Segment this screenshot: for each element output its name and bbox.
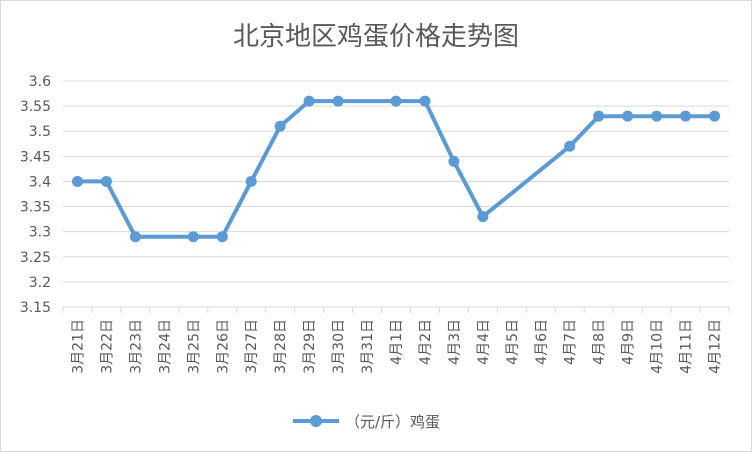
- gridlines: [63, 80, 729, 308]
- x-tick-label: 4月2日: [418, 319, 434, 365]
- x-tick-label: 3月27日: [244, 319, 260, 374]
- series-line: [77, 99, 715, 239]
- x-tick-label: 4月5日: [505, 319, 521, 365]
- series-line-layer: [71, 95, 721, 243]
- data-point: [622, 110, 634, 122]
- data-point: [593, 110, 605, 122]
- x-tick-label: 3月21日: [70, 319, 86, 374]
- y-tick-label: 3.3: [29, 225, 51, 241]
- x-tick-label: 4月10日: [650, 319, 666, 374]
- x-tick-label: 3月31日: [360, 319, 376, 374]
- x-tick-label: 3月30日: [331, 319, 347, 374]
- x-tick-label: 3月23日: [128, 319, 144, 374]
- data-point: [390, 95, 402, 107]
- x-tick-label: 4月7日: [563, 319, 579, 365]
- data-point: [709, 110, 721, 122]
- legend-label: （元/斤）鸡蛋: [345, 413, 440, 431]
- x-tick-label: 3月28日: [273, 319, 289, 374]
- y-tick-label: 3.4: [29, 174, 51, 190]
- y-tick-label: 3.25: [20, 250, 51, 266]
- x-tick-label: 4月8日: [592, 319, 608, 365]
- x-tick-label: 4月11日: [679, 319, 695, 374]
- data-point: [245, 175, 257, 187]
- data-point: [332, 95, 344, 107]
- x-tick-label: 4月1日: [389, 319, 405, 365]
- x-axis-ticks: 3月21日 3月22日 3月23日 3月24日 3月25日 3月26日 3月27日 3月28日…: [62, 307, 730, 374]
- data-point: [680, 110, 692, 122]
- x-tick-label: 3月25日: [186, 319, 202, 374]
- x-tick-label: 3月22日: [99, 319, 115, 374]
- legend: （元/斤）鸡蛋: [293, 413, 440, 431]
- legend-marker: [310, 415, 322, 427]
- data-point: [216, 231, 228, 243]
- x-tick-label: 3月29日: [302, 319, 318, 374]
- y-tick-label: 3.35: [20, 200, 51, 216]
- data-point: [564, 140, 576, 152]
- y-tick-label: 3.45: [20, 149, 51, 165]
- data-point: [274, 120, 286, 132]
- data-point: [187, 231, 199, 243]
- x-tick-label: 4月6日: [534, 319, 550, 365]
- y-tick-label: 3.2: [29, 275, 51, 291]
- y-tick-label: 3.15: [20, 300, 51, 316]
- x-tick-label: 4月12日: [708, 319, 724, 374]
- x-tick-label: 4月4日: [476, 319, 492, 365]
- data-point: [303, 95, 315, 107]
- data-point: [129, 231, 141, 243]
- x-tick-label: 4月3日: [447, 319, 463, 365]
- y-tick-label: 3.5: [29, 124, 51, 140]
- data-point: [100, 175, 112, 187]
- x-tick-label: 3月26日: [215, 319, 231, 374]
- x-tick-label: 3月24日: [157, 319, 173, 374]
- x-tick-label: 4月9日: [621, 319, 637, 365]
- data-point: [448, 155, 460, 167]
- y-tick-label: 3.6: [29, 74, 51, 90]
- data-point: [477, 211, 489, 223]
- y-tick-label: 3.55: [20, 99, 51, 115]
- data-point: [419, 95, 431, 107]
- data-point: [71, 175, 83, 187]
- data-point: [651, 110, 663, 122]
- y-axis-ticks: 3.6 3.55 3.5 3.45 3.4 3.35 3.3 3.25 3.2 3.15: [20, 74, 51, 316]
- chart-title: 北京地区鸡蛋价格走势图: [233, 22, 519, 52]
